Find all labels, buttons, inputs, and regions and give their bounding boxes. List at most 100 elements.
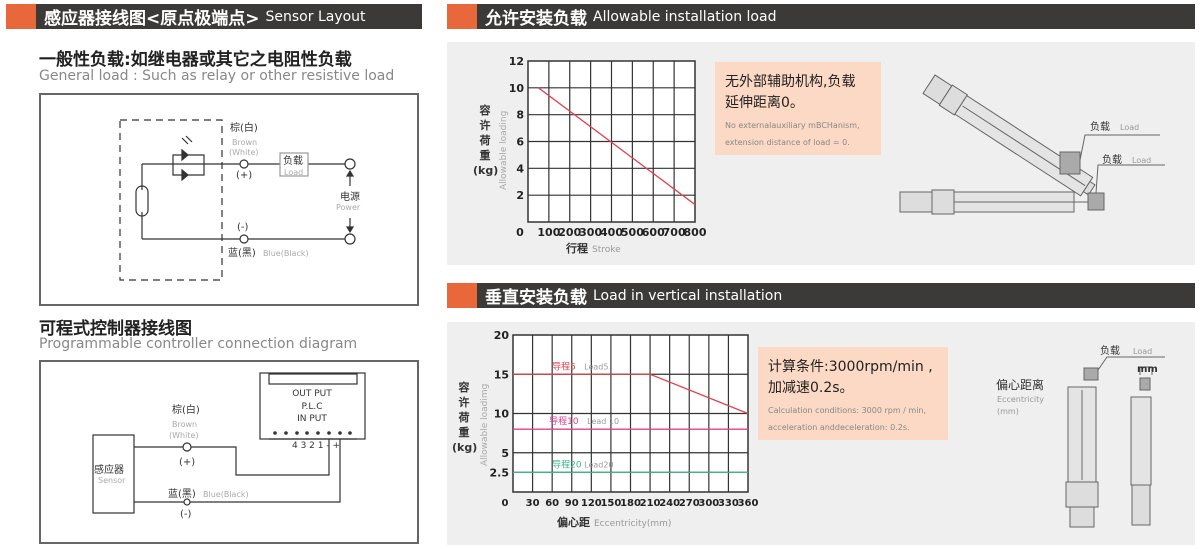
power-label-en: Power	[336, 203, 361, 212]
x-axis-label-zh: 偏心距	[557, 516, 590, 529]
x-tick-label: 200	[558, 226, 581, 239]
load-label-en: Load	[284, 168, 303, 177]
blue-label-zh: 蓝(黑)	[228, 247, 256, 259]
series-label-en: Lead5	[584, 362, 608, 371]
plc-label: P.L.C	[301, 402, 322, 412]
plc-title: 可程式控制器接线图	[39, 319, 192, 339]
plus-label: (+)	[236, 170, 252, 181]
y-label-char: 容	[458, 381, 470, 394]
horizontal-actuator-illustration: 负载 Load 负载 Load	[899, 74, 1165, 215]
blue-label-en: Blue(Black)	[263, 249, 309, 258]
y-tick-label: 10	[509, 82, 525, 95]
brown-label-zh: 棕(白)	[172, 403, 200, 416]
plc-circuit: OUT PUT P.L.C IN PUT 4 3 2 1 - + 棕(白) Br…	[92, 372, 366, 520]
series-label-en: Lead 10	[587, 417, 619, 426]
load-label-zh: 负载	[283, 154, 303, 167]
brown-label-en: Brown	[232, 138, 257, 147]
sensor-label-en: Sensor	[98, 476, 126, 485]
general-load-title: 一般性负载:如继电器或其它之电阻性负载	[39, 50, 352, 70]
eccentricity-unit: (mm)	[997, 407, 1019, 416]
plc-input-label: IN PUT	[297, 414, 327, 424]
minus-label: (-)	[237, 222, 249, 233]
header-accent	[447, 4, 477, 29]
general-load-circuit: 棕(白) Brown (White) (+) (-) 负载 Load 电源 Po…	[119, 119, 361, 281]
led-diode-icon	[172, 154, 205, 176]
x-tick-label: 600	[642, 226, 665, 239]
y-label-char: 重	[458, 426, 470, 439]
x-tick-label: 240	[659, 498, 680, 509]
x-axis-label-zh: 行程	[566, 242, 588, 255]
y-tick-label: 6	[516, 136, 524, 149]
series-line	[513, 373, 749, 415]
vertical-actuator-illustration: 负载 Load mm 偏心距离 Eccentricity (mm)	[996, 344, 1165, 528]
note-en-line1: No externalauxiliary mBCHanism,	[725, 121, 860, 130]
x-tick-label: 0	[516, 226, 524, 239]
x-tick-label: 270	[679, 498, 700, 509]
plc-diagram: OUT PUT P.L.C IN PUT 4 3 2 1 - + 棕(白) Br…	[39, 360, 419, 544]
light-emit-icon	[181, 135, 193, 145]
x-tick-label: 700	[663, 226, 686, 239]
mm-label: mm	[1137, 364, 1158, 375]
x-tick-label: 0	[502, 498, 509, 509]
y-tick-label: 12	[509, 55, 524, 68]
x-tick-label: 360	[738, 498, 759, 509]
y-tick-label: 4	[516, 162, 524, 175]
series-label-zh: 导程5	[552, 361, 576, 372]
x-axis-label: 偏心距 Eccentricity(mm)	[557, 514, 671, 530]
general-load-diagram: 棕(白) Brown (White) (+) (-) 负载 Load 电源 Po…	[39, 93, 419, 306]
y-tick-label: 10	[494, 408, 510, 421]
header-title-zh: 允许安装负载	[485, 9, 587, 29]
x-tick-label: 330	[718, 498, 739, 509]
header-accent	[6, 4, 36, 29]
y-axis-label-en: Allowable loadimg	[480, 383, 490, 466]
y-label-char: (kg)	[452, 441, 478, 454]
sensor-dashed-boundary	[119, 119, 223, 281]
power-terminal-plus	[344, 158, 356, 170]
x-tick-label: 120	[581, 498, 602, 509]
header-title-en: Allowable installation load	[593, 8, 777, 25]
wires	[134, 439, 341, 503]
header-title-zh: 感应器接线图<原点极端点>	[44, 9, 260, 29]
vertical-load-header: 垂直安装负载 Load in vertical installation	[447, 283, 1195, 308]
y-tick-label: 2	[516, 189, 524, 202]
y-tick-label: 8	[516, 109, 524, 122]
terminal-labels: 4 3 2 1 - +	[292, 441, 340, 451]
load-box	[279, 152, 309, 177]
note-zh-line2: 延伸距离0。	[725, 95, 804, 111]
y-label-char: 许	[479, 119, 491, 132]
x-tick-label: 400	[600, 226, 623, 239]
eccentricity-label-zh: 偏心距离	[996, 377, 1044, 392]
x-axis-label-en: Eccentricity(mm)	[594, 519, 672, 529]
x-tick-label: 30	[526, 498, 540, 509]
brown-label-zh: 棕(白)	[230, 121, 258, 134]
reed-switch-icon	[135, 185, 149, 217]
y-axis-label-zh: 容许荷重 (kg)	[452, 380, 477, 455]
sensor-box	[92, 434, 135, 514]
plc-output-label: OUT PUT	[292, 389, 332, 399]
brown-label-en: Brown	[172, 420, 197, 429]
x-tick-label: 60	[545, 498, 559, 509]
y-label-char: 荷	[458, 411, 470, 424]
note-en-line2: acceleration anddeceleration: 0.2s.	[768, 423, 910, 432]
load2-label-zh: 负载	[1102, 153, 1122, 166]
y-tick-label: 20	[494, 329, 510, 342]
y-label-char: 荷	[479, 134, 491, 147]
power-label-zh: 电源	[340, 190, 360, 203]
note-en-line1: Calculation conditions: 3000 rpm / min,	[768, 406, 927, 415]
vertical-note: 计算条件:3000rpm/min , 加减速0.2s。 Calculation …	[758, 347, 948, 440]
sensor-layout-header: 感应器接线图<原点极端点> Sensor Layout	[6, 4, 422, 29]
plc-terminals	[273, 431, 352, 435]
load1-label-zh: 负载	[1090, 120, 1110, 133]
series-label-en: Lead20	[584, 460, 613, 469]
series-label-zh: 导程20	[552, 459, 582, 470]
y-tick-label: 2.5	[490, 466, 510, 479]
y-axis-label-zh: 容许荷重 (kg)	[473, 103, 498, 178]
minus-label: (-)	[180, 509, 192, 520]
x-tick-label: 100	[537, 226, 560, 239]
plus-label: (+)	[179, 457, 195, 468]
allowable-load-header: 允许安装负载 Allowable installation load	[447, 4, 1195, 29]
x-tick-label: 210	[640, 498, 661, 509]
white-label-en: (White)	[169, 431, 199, 440]
